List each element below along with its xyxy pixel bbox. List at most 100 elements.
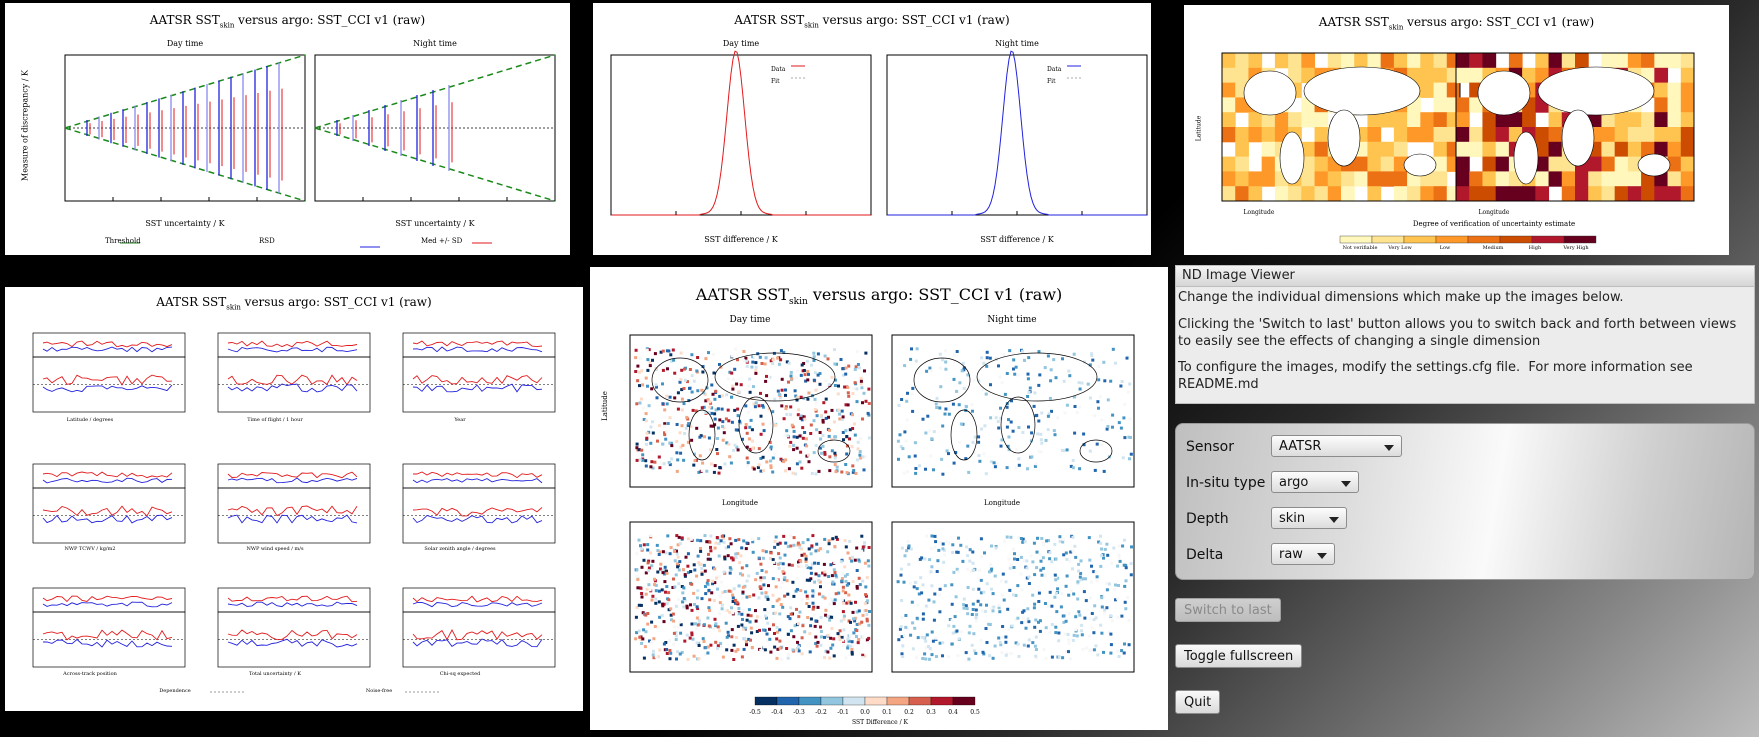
- map-pixel: [941, 547, 945, 551]
- delta-dropdown[interactable]: raw: [1271, 543, 1335, 565]
- toggle-fullscreen-button[interactable]: Toggle fullscreen: [1175, 644, 1303, 668]
- map-cell: [1548, 171, 1563, 187]
- map-pixel: [1071, 466, 1075, 470]
- map-pixel: [653, 577, 656, 581]
- map-pixel: [1053, 573, 1057, 577]
- map-pixel: [785, 412, 789, 416]
- map-pixel: [639, 603, 643, 607]
- map-pixel: [968, 624, 972, 628]
- map-pixel: [843, 539, 847, 543]
- map-pixel: [747, 574, 751, 578]
- map-pixel: [1033, 391, 1037, 395]
- map-pixel: [655, 396, 659, 400]
- map-pixel: [773, 632, 776, 635]
- series-line: [43, 638, 173, 648]
- map-pixel: [764, 595, 768, 599]
- map-pixel: [991, 592, 995, 596]
- map-pixel: [702, 639, 706, 643]
- map-pixel: [938, 406, 942, 410]
- quit-button[interactable]: Quit: [1175, 690, 1221, 714]
- map-pixel: [779, 349, 783, 353]
- map-pixel: [985, 582, 989, 586]
- map-pixel: [1073, 544, 1077, 548]
- map-pixel: [1088, 396, 1092, 400]
- map-pixel: [914, 471, 918, 475]
- map-pixel: [778, 646, 782, 650]
- map-pixel: [1064, 551, 1068, 555]
- map-pixel: [710, 411, 714, 415]
- map-pixel: [723, 555, 727, 559]
- map-pixel: [852, 422, 856, 426]
- map-pixel: [734, 649, 738, 653]
- map-pixel: [780, 580, 784, 584]
- map-pixel: [912, 585, 916, 589]
- map-pixel: [1073, 431, 1077, 435]
- map-cell: [1654, 82, 1669, 98]
- map-pixel: [642, 628, 646, 632]
- map-pixel: [736, 624, 740, 628]
- map-pixel: [821, 434, 825, 437]
- map-pixel: [695, 616, 699, 620]
- map-pixel: [841, 415, 845, 419]
- map-pixel: [1077, 610, 1081, 614]
- map-pixel: [706, 651, 710, 655]
- map-pixel: [855, 629, 859, 632]
- insitu-type-dropdown[interactable]: argo: [1271, 471, 1359, 493]
- map-pixel: [778, 556, 782, 560]
- map-cell: [1680, 186, 1695, 202]
- map-pixel: [740, 612, 744, 616]
- map-pixel: [746, 613, 750, 617]
- map-pixel: [676, 565, 680, 569]
- depth-dropdown[interactable]: skin: [1271, 507, 1347, 529]
- map-pixel: [973, 435, 977, 439]
- map-pixel: [714, 389, 718, 393]
- map-pixel: [685, 415, 689, 419]
- map-pixel: [1041, 556, 1045, 560]
- map-cell: [1627, 127, 1642, 143]
- map-pixel: [977, 440, 981, 444]
- map-pixel: [647, 559, 651, 563]
- map-pixel: [683, 432, 687, 435]
- map-pixel: [795, 576, 799, 580]
- map-pixel: [795, 446, 799, 450]
- map-pixel: [694, 409, 698, 413]
- map-pixel: [973, 451, 977, 455]
- map-pixel: [899, 445, 903, 449]
- map-pixel: [751, 439, 755, 443]
- map-pixel: [831, 643, 835, 647]
- map-cell: [1601, 171, 1616, 187]
- switch-to-last-button[interactable]: Switch to last: [1175, 598, 1281, 622]
- histogram-line: [887, 50, 1147, 216]
- map-cell: [1235, 156, 1249, 172]
- map-cell: [1495, 112, 1510, 128]
- map-pixel: [1013, 372, 1017, 376]
- plot-frame: [629, 521, 873, 673]
- map-pixel: [1102, 595, 1106, 599]
- map-pixel: [727, 419, 731, 423]
- map-pixel: [833, 545, 837, 549]
- map-pixel: [1067, 638, 1071, 642]
- map-pixel: [903, 364, 907, 368]
- map-pixel: [720, 580, 724, 584]
- map-pixel: [896, 439, 900, 443]
- map-pixel: [932, 468, 935, 472]
- map-pixel: [679, 378, 683, 382]
- dep-xlabel-3: NWP TCWV / kg/m2: [64, 546, 116, 552]
- map-pixel: [781, 605, 785, 609]
- map-cell: [1367, 186, 1382, 202]
- map-pixel: [784, 458, 788, 462]
- map-cell: [1641, 112, 1655, 128]
- map-pixel: [1054, 557, 1058, 561]
- map-pixel: [806, 397, 810, 401]
- map-pixel: [1093, 414, 1097, 418]
- map-pixel: [786, 592, 790, 596]
- map-pixel: [797, 649, 801, 653]
- map-pixel: [961, 422, 965, 426]
- sensor-dropdown[interactable]: AATSR: [1271, 435, 1402, 457]
- map-pixel: [1003, 392, 1007, 396]
- map-cell: [1314, 186, 1329, 202]
- map-pixel: [679, 451, 683, 455]
- map-pixel: [732, 643, 736, 647]
- map-pixel: [924, 639, 928, 643]
- map-pixel: [702, 391, 706, 395]
